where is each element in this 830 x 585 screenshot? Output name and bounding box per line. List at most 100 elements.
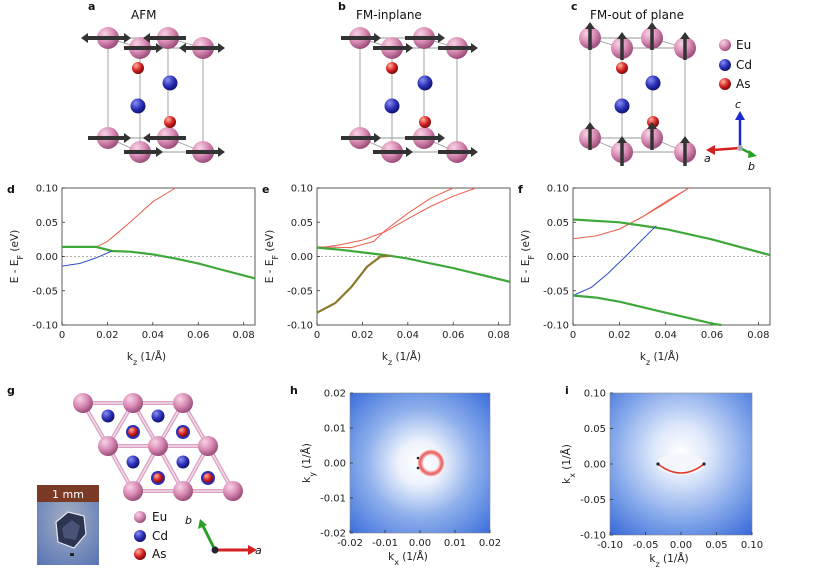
axis-letter-c: c (735, 98, 741, 111)
heatmap-axes-i: -0.10 0.10 -0.05 0.05 0.00 0.00 0.05 -0.05 0.10 -… (560, 389, 763, 569)
x-tick-label: 0.01 (444, 538, 466, 549)
x-tick-label: 0.02 (96, 330, 118, 341)
y-axis-label: ky (1/Å) (300, 443, 317, 483)
y-tick-label: 0.05 (584, 424, 606, 435)
weyl-point (416, 466, 420, 470)
weyl-point (656, 462, 660, 466)
x-tick-label: 0.08 (747, 330, 769, 341)
atom-legend: Eu Cd As (719, 38, 752, 91)
x-tick-label: 0 (314, 330, 320, 341)
x-tick-label: 0 (570, 330, 576, 341)
x-tick-label: 0.00 (670, 540, 692, 551)
y-tick-label: 0.10 (36, 184, 58, 195)
x-tick-label: 0.10 (741, 540, 763, 551)
as-swatch (719, 78, 731, 90)
y-tick-label: -0.05 (543, 286, 569, 297)
legend-as: As (736, 77, 750, 91)
band-plot-d: 0 0.02 0.04 0.06 0.08 0.10 0.05 0.00 -0.05 -0.10 k… (9, 184, 256, 367)
band-green-upper (572, 218, 771, 257)
band-blue (572, 225, 657, 296)
axes-triad-g: a b (185, 514, 262, 557)
structure-afm (81, 27, 225, 163)
y-axis-label: E - EF (eV) (9, 230, 25, 284)
y-tick-label: -0.02 (320, 529, 346, 540)
fermi-surface-h (349, 392, 491, 534)
legend-eu: Eu (736, 38, 751, 52)
structure-title-fm-out: FM-out of plane (590, 8, 684, 22)
heatmap-axes-h: -0.02 0.02 -0.01 0.01 0.00 0.00 0.01 -0.01 0.02 -… (300, 389, 501, 567)
y-tick-label: 0.01 (324, 424, 346, 435)
weyl-point (416, 456, 420, 460)
band-green (316, 246, 511, 283)
x-axis-label: kz (1/Å) (127, 350, 166, 367)
y-tick-label: 0.05 (547, 218, 569, 229)
panel-label-e: e (262, 183, 269, 196)
axes-triad-top: c a b (704, 98, 757, 173)
y-tick-label: 0.00 (36, 252, 58, 263)
cd-atom (151, 409, 165, 423)
x-tick-label: 0.04 (655, 330, 677, 341)
ring-feature (417, 449, 445, 477)
x-tick-label: -0.02 (337, 538, 363, 549)
structure-title-fm-inplane: FM-inplane (356, 8, 422, 22)
scale-bar-label: 1 mm (52, 488, 84, 501)
y-tick-label: 0.00 (291, 252, 313, 263)
legend-cd: Cd (736, 58, 752, 72)
x-axis-label: kx (1/Å) (388, 550, 428, 567)
x-tick-label: 0.05 (705, 540, 727, 551)
band-red-1 (316, 187, 477, 249)
panel-label-h: h (290, 384, 298, 397)
x-tick-label: -0.05 (633, 540, 659, 551)
y-axis-label: E - EF (eV) (520, 230, 536, 284)
scale-bar (37, 485, 99, 502)
y-tick-label: -0.10 (543, 321, 569, 332)
eu-swatch (719, 39, 731, 51)
y-tick-label: 0.10 (547, 184, 569, 195)
panel-label-f: f (518, 183, 523, 196)
structure-title-afm: AFM (131, 8, 156, 22)
x-tick-label: 0.04 (142, 330, 164, 341)
y-tick-label: 0.00 (324, 459, 346, 470)
x-tick-label: 0.02 (479, 538, 501, 549)
axis-letter-b-g: b (185, 514, 192, 527)
eu-atom (148, 436, 168, 456)
band-plot-f: 0 0.02 0.04 0.06 0.08 0.10 0.05 0.00 -0.05 -0.10 k… (520, 184, 771, 367)
as-atom (128, 427, 138, 437)
x-tick-label: -0.01 (372, 538, 398, 549)
y-tick-label: -0.10 (32, 321, 58, 332)
y-axis-label: kx (1/Å) (560, 444, 577, 484)
eu-atom (123, 393, 143, 413)
cd-atom (101, 409, 115, 423)
as-atom (178, 427, 188, 437)
panel-label-i: i (565, 384, 569, 397)
x-axis-label: kz (1/Å) (640, 350, 679, 367)
y-tick-label: -0.05 (32, 286, 58, 297)
x-axis-label: kz (1/Å) (649, 552, 688, 569)
eu-atom (223, 481, 243, 501)
legend-eu-g: Eu (152, 510, 167, 524)
x-tick-label: 0.08 (233, 330, 255, 341)
y-tick-label: 0.02 (324, 389, 346, 400)
y-tick-label: 0.05 (291, 218, 313, 229)
eu-atom (173, 393, 193, 413)
axis-letter-a-g: a (255, 544, 262, 557)
as-atom (203, 473, 213, 483)
x-tick-label: 0.02 (608, 330, 630, 341)
x-tick-label: 0.04 (397, 330, 419, 341)
y-tick-label: 0.05 (36, 218, 58, 229)
band-green (62, 245, 256, 280)
y-tick-label: 0.00 (547, 252, 569, 263)
x-tick-label: 0.00 (409, 538, 431, 549)
y-tick-label: 0.10 (291, 184, 313, 195)
cd-atom (126, 455, 140, 469)
y-tick-label: 0.10 (584, 389, 606, 400)
axis-letter-b-top: b (748, 160, 755, 173)
as-swatch-g (134, 548, 146, 560)
eu-atom (73, 393, 93, 413)
as-atom (153, 473, 163, 483)
y-axis-label: E - EF (eV) (264, 230, 280, 284)
x-tick-label: 0.08 (488, 330, 510, 341)
x-tick-label: -0.10 (597, 540, 623, 551)
y-tick-label: 0.00 (584, 460, 606, 471)
